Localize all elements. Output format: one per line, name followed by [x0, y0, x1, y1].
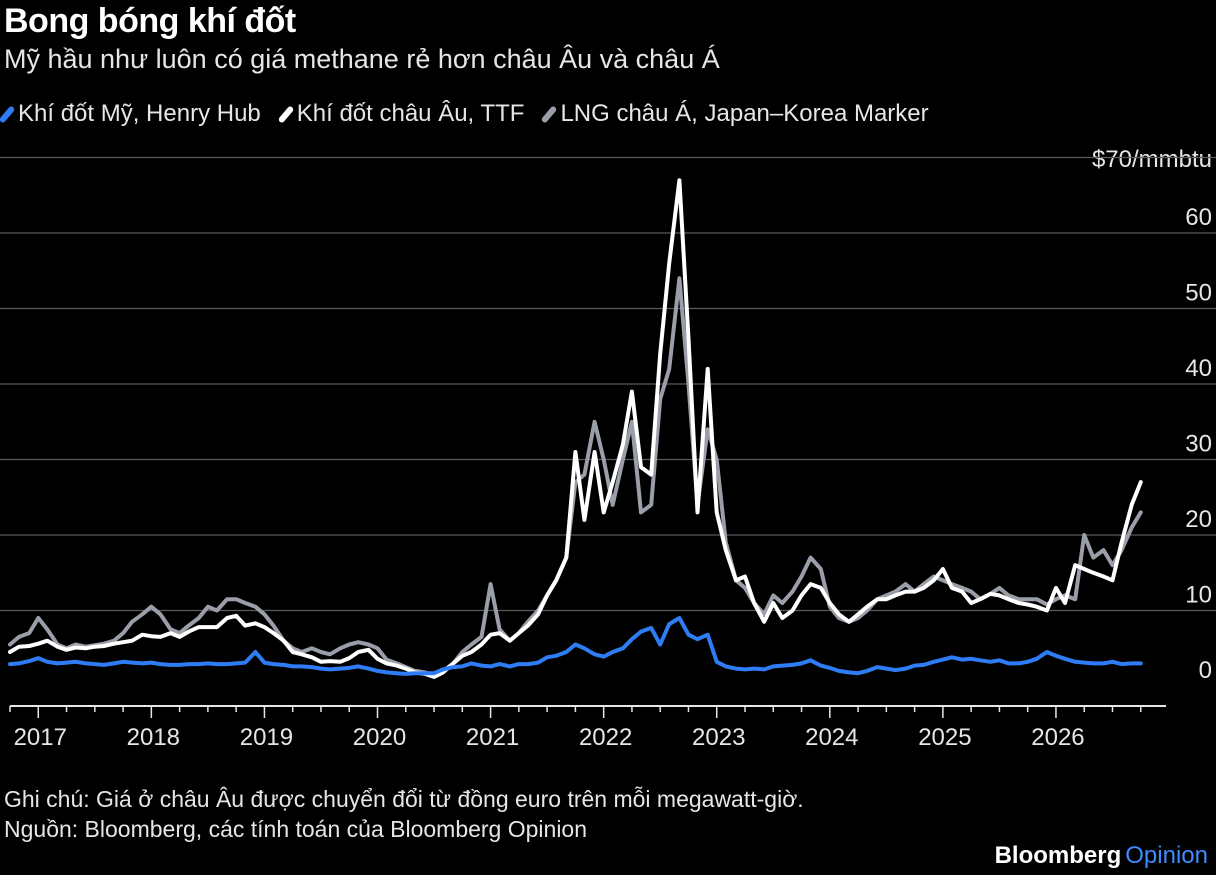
chart-title: Bong bóng khí đốt	[4, 2, 296, 40]
x-tick-label-2018: 2018	[127, 724, 180, 751]
brand-sub: Opinion	[1125, 842, 1208, 869]
y-tick-label-0: 0	[1199, 657, 1212, 684]
x-tick-label-2022: 2022	[579, 724, 632, 751]
x-tick-label-2023: 2023	[692, 724, 745, 751]
x-tick-label-2026: 2026	[1031, 724, 1084, 751]
series-line-jkm	[8, 276, 1143, 677]
brand-logo: Bloomberg Opinion	[995, 842, 1208, 870]
y-tick-label-40: 40	[1185, 355, 1212, 382]
legend-label-henry-hub: Khí đốt Mỹ, Henry Hub	[18, 100, 261, 127]
x-tick-label-2020: 2020	[353, 724, 406, 751]
y-tick-label-30: 30	[1185, 431, 1212, 458]
x-tick-label-2021: 2021	[466, 724, 519, 751]
series-line-henry-hub	[8, 616, 1143, 676]
x-tick-label-2024: 2024	[805, 724, 858, 751]
footnote-note: Ghi chú: Giá ở châu Âu được chuyển đổi t…	[4, 786, 804, 812]
footnote-source: Nguồn: Bloomberg, các tính toán của Bloo…	[4, 816, 588, 842]
x-tick-label-2019: 2019	[240, 724, 293, 751]
legend-item-ttf: Khí đốt châu Âu, TTF	[277, 100, 525, 128]
legend-item-henry-hub: Khí đốt Mỹ, Henry Hub	[0, 100, 261, 128]
legend: Khí đốt Mỹ, Henry Hub Khí đốt châu Âu, T…	[0, 100, 929, 128]
x-tick-label-2017: 2017	[14, 724, 67, 751]
legend-item-jkm: LNG châu Á, Japan–Korea Marker	[541, 100, 929, 128]
x-tick-label-2025: 2025	[918, 724, 971, 751]
series-line-ttf	[8, 178, 1143, 679]
y-tick-label-10: 10	[1185, 582, 1212, 609]
legend-label-ttf: Khí đốt châu Âu, TTF	[296, 100, 525, 127]
y-axis-unit-label: $70/mmbtu	[1091, 146, 1212, 173]
legend-label-jkm: LNG châu Á, Japan–Korea Marker	[560, 100, 929, 127]
y-tick-label-60: 60	[1185, 204, 1212, 231]
brand-main: Bloomberg	[994, 842, 1122, 869]
y-tick-label-50: 50	[1185, 280, 1212, 307]
y-tick-label-20: 20	[1185, 506, 1212, 533]
chart-subtitle: Mỹ hầu như luôn có giá methane rẻ hơn ch…	[4, 44, 720, 74]
